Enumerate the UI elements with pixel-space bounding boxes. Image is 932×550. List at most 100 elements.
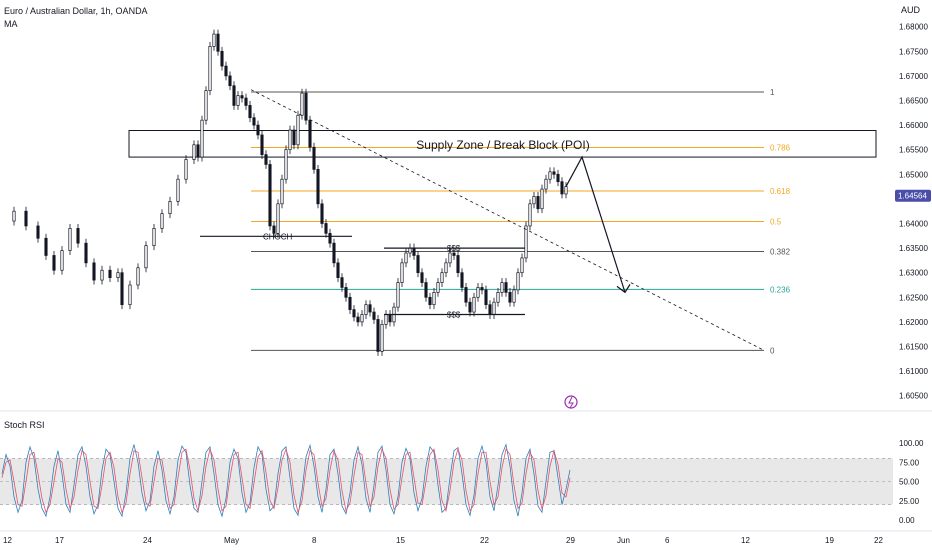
current-price-tag [895, 189, 931, 202]
candle-body [420, 272, 424, 283]
time-tick-label: Jun [617, 536, 630, 545]
price-tick-label: 1.65000 [899, 170, 928, 179]
indicator-legend-ma[interactable]: MA [4, 19, 18, 29]
candle-body [272, 225, 276, 234]
candle-body [108, 269, 112, 278]
candle-body [416, 255, 420, 274]
candle-body [232, 85, 236, 106]
candle-body [520, 257, 524, 274]
candle-body [52, 255, 56, 271]
currency-label: AUD [901, 5, 921, 15]
candle-body [308, 119, 312, 148]
price-tick-label: 1.63500 [899, 244, 928, 253]
fib-level-label: 0 [770, 346, 775, 355]
candle-body [364, 304, 368, 315]
candle-body [344, 287, 348, 298]
candle-body [204, 90, 208, 121]
candle-body [356, 316, 360, 323]
price-tick-label: 1.61000 [899, 367, 928, 376]
fib-level-label: 0.382 [770, 248, 791, 257]
time-tick-label: 15 [396, 536, 405, 545]
candle-body [320, 203, 324, 224]
stoch-tick-label: 25.00 [899, 497, 920, 506]
candle-body [280, 178, 284, 205]
candle-body [556, 173, 560, 183]
stoch-d-line [1, 447, 571, 514]
indicator-legend-stoch-rsi[interactable]: Stoch RSI [4, 420, 45, 430]
annotations: CHOCH $$$ $$$ [200, 89, 765, 351]
candle-body [340, 277, 344, 288]
time-tick-label: 24 [143, 536, 152, 545]
candle-body [476, 287, 480, 298]
candle-body [460, 272, 464, 288]
candle-body [376, 319, 380, 352]
candle-body [348, 296, 352, 310]
candle-body [336, 262, 340, 278]
candle-body [216, 33, 220, 52]
candle-body [292, 129, 296, 146]
candle-body [24, 210, 28, 227]
time-tick-label: 22 [480, 536, 489, 545]
fib-level-label: 0.236 [770, 285, 791, 294]
choch-label: CHOCH [263, 232, 293, 241]
candle-body [296, 114, 300, 146]
time-axis[interactable]: 12 17 24 May 8 15 22 29 Jun 6 12 19 22 [0, 530, 932, 545]
candle-body [100, 269, 104, 281]
liquidity-top-label: $$$ [447, 244, 461, 253]
candle-body [176, 178, 180, 202]
time-tick-label: 29 [566, 536, 575, 545]
lightning-bolt [568, 396, 574, 409]
fibonacci-levels: 1 0.786 0.618 0.5 0.382 0.236 0 [251, 88, 791, 355]
price-tick-label: 1.61500 [899, 342, 928, 351]
candle-body [332, 242, 336, 264]
supply-zone-label: Supply Zone / Break Block (POI) [416, 138, 589, 152]
candle-body [372, 311, 376, 320]
price-tick-label: 1.64000 [899, 219, 928, 228]
symbol-title[interactable]: Euro / Australian Dollar, 1h, OANDA [4, 6, 148, 16]
candle-body [168, 201, 172, 215]
candle-body [36, 225, 40, 239]
candle-body [256, 124, 260, 136]
candle-body [260, 134, 264, 155]
price-axis[interactable]: 1.68000 1.67500 1.67000 1.66500 1.66000 1.655… [895, 23, 931, 401]
candle-body [432, 292, 436, 306]
candle-body [540, 188, 544, 210]
candle-body [384, 314, 388, 325]
lightning-icon [564, 395, 578, 409]
candle-body [160, 213, 164, 229]
stoch-tick-label: 50.00 [899, 478, 920, 487]
candle-body [448, 252, 452, 264]
candle-body [500, 282, 504, 293]
time-tick-label: 19 [825, 536, 834, 545]
candle-body [360, 314, 364, 323]
price-tick-label: 1.67000 [899, 72, 928, 81]
candle-body [544, 178, 548, 190]
candle-body [128, 284, 132, 306]
candle-body [492, 301, 496, 315]
candle-body [524, 225, 528, 259]
time-tick-label: 8 [312, 536, 317, 545]
price-tick-label: 1.67500 [899, 47, 928, 56]
candle-body [276, 203, 280, 234]
time-tick-label: 22 [874, 536, 883, 545]
candle-body [444, 262, 448, 274]
candle-body [92, 262, 96, 281]
candle-body [424, 282, 428, 298]
time-tick-label: 12 [3, 536, 12, 545]
candle-body [504, 282, 508, 293]
candle-body [536, 196, 540, 210]
candle-body [328, 232, 332, 244]
candle-body [184, 159, 188, 180]
projection-path [565, 155, 626, 293]
time-tick-label: May [224, 536, 239, 545]
candle-body [224, 65, 228, 77]
candle-body [380, 324, 384, 352]
stoch-tick-label: 75.00 [899, 458, 920, 467]
price-tick-label: 1.66000 [899, 121, 928, 130]
alert-marker[interactable] [564, 395, 578, 409]
candle-body [268, 164, 272, 227]
candle-body [484, 289, 488, 306]
supply-zone[interactable]: Supply Zone / Break Block (POI) [128, 130, 877, 158]
stoch-rsi-panel: 100.00 75.00 50.00 25.00 0.00 [0, 410, 932, 525]
